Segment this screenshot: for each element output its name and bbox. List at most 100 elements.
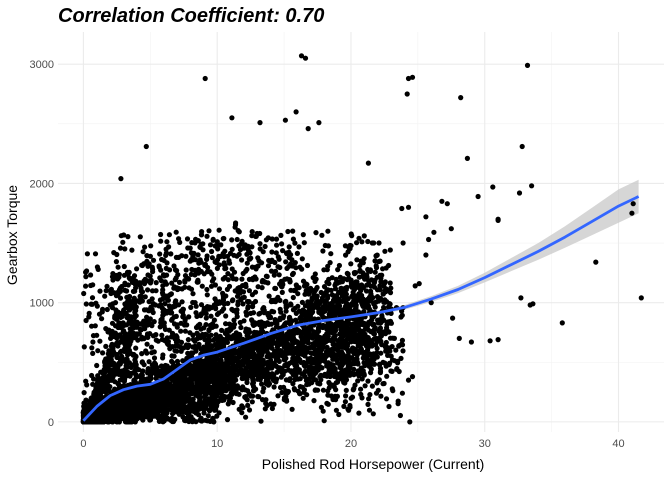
data-point	[348, 277, 354, 283]
data-point	[284, 265, 290, 271]
data-point	[275, 264, 281, 270]
data-point	[312, 271, 318, 277]
data-point	[378, 350, 384, 356]
data-point	[171, 263, 177, 269]
data-point	[181, 386, 187, 392]
data-point	[164, 239, 170, 245]
data-point	[161, 370, 167, 376]
data-point	[184, 236, 191, 242]
data-point	[282, 276, 288, 282]
data-point	[206, 346, 212, 352]
data-point	[339, 279, 345, 285]
data-point	[244, 372, 250, 378]
data-point	[231, 378, 237, 384]
data-point	[185, 337, 191, 343]
data-point	[199, 229, 205, 235]
data-point	[170, 360, 176, 366]
data-point	[283, 259, 289, 265]
data-point	[167, 267, 173, 273]
data-point	[183, 267, 189, 273]
data-point	[364, 274, 370, 280]
data-point	[89, 295, 96, 301]
data-point	[219, 327, 225, 333]
data-point	[193, 348, 199, 354]
data-point	[380, 266, 386, 272]
data-point	[360, 270, 366, 276]
data-point	[317, 374, 323, 380]
data-point	[292, 305, 298, 311]
data-point	[103, 343, 109, 349]
data-point	[205, 413, 211, 419]
data-point	[387, 290, 394, 296]
data-point	[217, 336, 224, 342]
data-point	[299, 266, 305, 272]
data-point	[141, 261, 147, 267]
data-point	[301, 387, 307, 393]
data-point	[289, 406, 295, 412]
data-point	[90, 339, 96, 345]
data-point	[332, 286, 339, 292]
data-point	[118, 369, 124, 375]
data-point	[162, 301, 168, 307]
data-point	[225, 300, 231, 306]
data-point	[190, 396, 196, 402]
data-point	[305, 286, 311, 292]
data-point	[230, 386, 236, 392]
data-point	[160, 272, 167, 278]
data-point	[248, 310, 254, 316]
data-point	[185, 275, 191, 282]
data-point	[259, 381, 265, 387]
data-point	[207, 304, 213, 310]
data-point	[312, 278, 318, 284]
data-point	[376, 240, 382, 246]
data-point	[225, 277, 231, 283]
data-point	[344, 284, 350, 290]
data-point	[144, 341, 150, 347]
data-point	[115, 264, 121, 270]
data-point	[372, 258, 378, 264]
data-point	[251, 322, 257, 328]
data-point	[241, 245, 247, 251]
data-point	[240, 405, 246, 411]
data-point	[236, 229, 242, 235]
data-point	[301, 360, 307, 366]
data-point	[174, 335, 180, 341]
data-point	[290, 349, 296, 355]
data-point	[267, 315, 274, 321]
data-point	[145, 287, 151, 293]
data-point	[165, 293, 171, 299]
data-point	[89, 323, 95, 329]
data-point	[272, 259, 278, 266]
data-point	[301, 329, 307, 335]
data-point	[270, 298, 276, 304]
data-point	[195, 252, 201, 258]
data-point	[212, 305, 219, 311]
data-point	[369, 240, 375, 246]
data-point	[138, 327, 144, 333]
data-point	[333, 280, 339, 286]
data-point	[236, 243, 242, 249]
data-point	[188, 286, 195, 292]
data-point	[209, 248, 215, 255]
data-point	[180, 306, 186, 312]
data-point	[320, 408, 326, 414]
data-point	[366, 358, 372, 365]
data-point	[112, 313, 118, 319]
data-point	[122, 282, 128, 288]
data-point	[338, 285, 344, 292]
data-point	[277, 297, 283, 303]
data-point	[190, 291, 196, 297]
data-point	[139, 336, 145, 342]
data-point	[305, 299, 311, 305]
data-point	[355, 282, 361, 288]
data-point	[235, 302, 241, 308]
data-point	[312, 341, 318, 347]
data-point	[305, 340, 311, 346]
data-point	[264, 402, 270, 409]
data-point	[204, 292, 210, 298]
data-point	[271, 401, 277, 407]
data-point	[208, 387, 214, 393]
data-point	[145, 394, 151, 400]
data-point	[163, 246, 169, 252]
data-point	[197, 257, 203, 263]
